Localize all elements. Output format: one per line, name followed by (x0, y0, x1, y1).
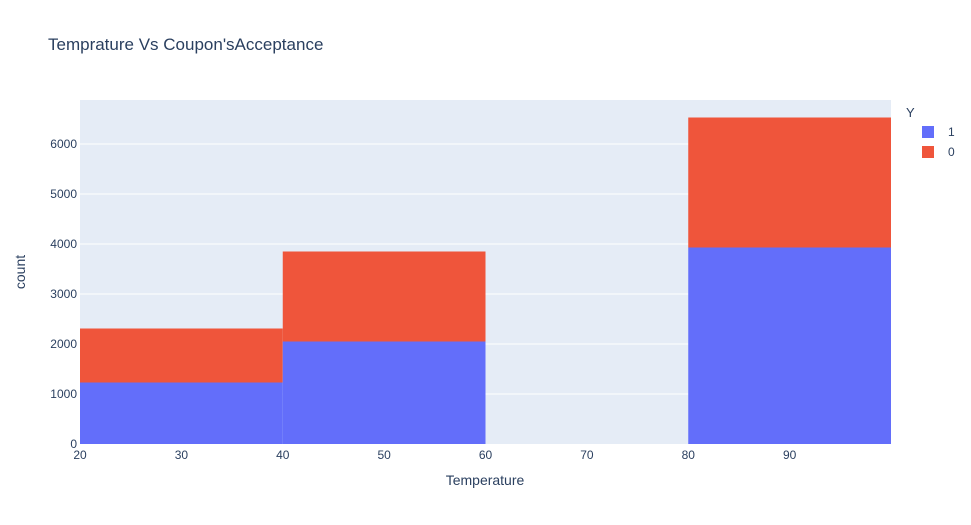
legend-title: Y (906, 105, 915, 120)
x-tick-label: 50 (377, 448, 391, 462)
x-tick-label: 70 (580, 448, 594, 462)
y-tick-label: 6000 (50, 137, 77, 151)
legend-swatch-0[interactable] (922, 146, 934, 158)
y-tick-label: 5000 (50, 187, 77, 201)
bar-40-60-y1[interactable] (282, 341, 486, 445)
legend-swatch-1[interactable] (922, 126, 934, 138)
x-tick-label: 90 (783, 448, 797, 462)
bar-80-100-y1[interactable] (688, 247, 891, 445)
x-tick-label: 80 (682, 448, 696, 462)
y-tick-label: 2000 (50, 337, 77, 351)
y-axis-title: count (12, 255, 28, 289)
bar-40-60-y0[interactable] (282, 251, 486, 342)
x-axis-title: Temperature (446, 472, 525, 488)
x-tick-label: 60 (479, 448, 493, 462)
bar-80-100-y0[interactable] (688, 117, 891, 248)
x-tick-label: 30 (175, 448, 189, 462)
x-tick-label: 40 (276, 448, 290, 462)
legend: Y 1 0 (906, 105, 955, 159)
bars (80, 117, 891, 445)
y-tick-label: 4000 (50, 237, 77, 251)
y-tick-label: 3000 (50, 287, 77, 301)
y-axis-ticks: 0 1000 2000 3000 4000 5000 6000 (50, 137, 77, 451)
chart-title: Temprature Vs Coupon'sAcceptance (48, 35, 323, 54)
x-axis-ticks: 20 30 40 50 60 70 80 90 (73, 448, 796, 462)
y-tick-label: 1000 (50, 387, 77, 401)
bar-20-40-y0[interactable] (80, 328, 283, 383)
bar-20-40-y1[interactable] (80, 382, 283, 445)
legend-label-1[interactable]: 1 (948, 125, 955, 139)
x-tick-label: 20 (73, 448, 87, 462)
y-tick-label: 0 (70, 437, 77, 451)
legend-label-0[interactable]: 0 (948, 145, 955, 159)
